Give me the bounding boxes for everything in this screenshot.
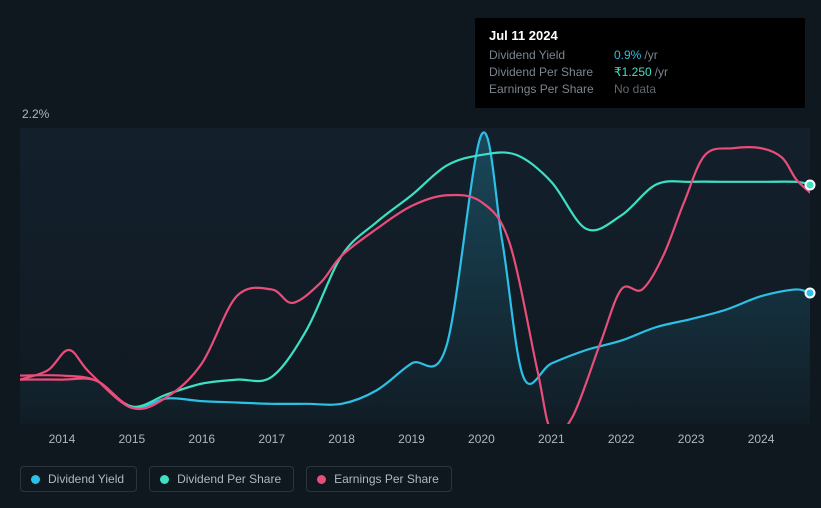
tooltip-row: Dividend Yield0.9%/yr (489, 47, 791, 64)
tooltip-row-label: Dividend Yield (489, 47, 614, 64)
legend-item[interactable]: Dividend Yield (20, 466, 137, 492)
area-dividend-yield (20, 132, 810, 424)
tooltip-row: Dividend Per Share₹1.250/yr (489, 64, 791, 81)
tooltip-row: Earnings Per ShareNo data (489, 81, 791, 98)
legend-item[interactable]: Dividend Per Share (149, 466, 294, 492)
tooltip-row-unit: /yr (655, 64, 668, 81)
series-end-marker (805, 288, 816, 299)
xaxis: 2014 2015 2016 2017 2018 2019 2020 2021 2022 2023… (20, 432, 810, 450)
legend-item[interactable]: Earnings Per Share (306, 466, 452, 492)
xaxis-tick: 2024 (748, 432, 775, 446)
chart-plot-area[interactable] (20, 128, 810, 424)
tooltip-date: Jul 11 2024 (489, 28, 791, 43)
legend: Dividend Yield Dividend Per Share Earnings… (20, 466, 452, 492)
legend-dot-icon (31, 475, 40, 484)
chart-container: 2.2% 0% Past Jul 11 2024 Dividend Yield0… (0, 0, 821, 508)
legend-dot-icon (160, 475, 169, 484)
xaxis-tick: 2014 (49, 432, 76, 446)
xaxis-tick: 2016 (188, 432, 215, 446)
legend-label: Dividend Yield (48, 472, 124, 486)
xaxis-tick: 2017 (258, 432, 285, 446)
tooltip-row-value: ₹1.250 (614, 64, 652, 81)
xaxis-tick: 2023 (678, 432, 705, 446)
tooltip-row-label: Dividend Per Share (489, 64, 614, 81)
legend-label: Dividend Per Share (177, 472, 281, 486)
xaxis-tick: 2019 (398, 432, 425, 446)
legend-dot-icon (317, 475, 326, 484)
xaxis-tick: 2020 (468, 432, 495, 446)
xaxis-tick: 2015 (118, 432, 145, 446)
yaxis-top-label: 2.2% (22, 107, 49, 121)
tooltip-row-label: Earnings Per Share (489, 81, 614, 98)
hover-tooltip: Jul 11 2024 Dividend Yield0.9%/yrDividen… (475, 18, 805, 108)
tooltip-row-value: No data (614, 81, 656, 98)
legend-label: Earnings Per Share (334, 472, 439, 486)
series-end-marker (805, 179, 816, 190)
tooltip-row-value: 0.9% (614, 47, 641, 64)
xaxis-tick: 2022 (608, 432, 635, 446)
xaxis-tick: 2018 (328, 432, 355, 446)
tooltip-row-unit: /yr (644, 47, 657, 64)
xaxis-tick: 2021 (538, 432, 565, 446)
